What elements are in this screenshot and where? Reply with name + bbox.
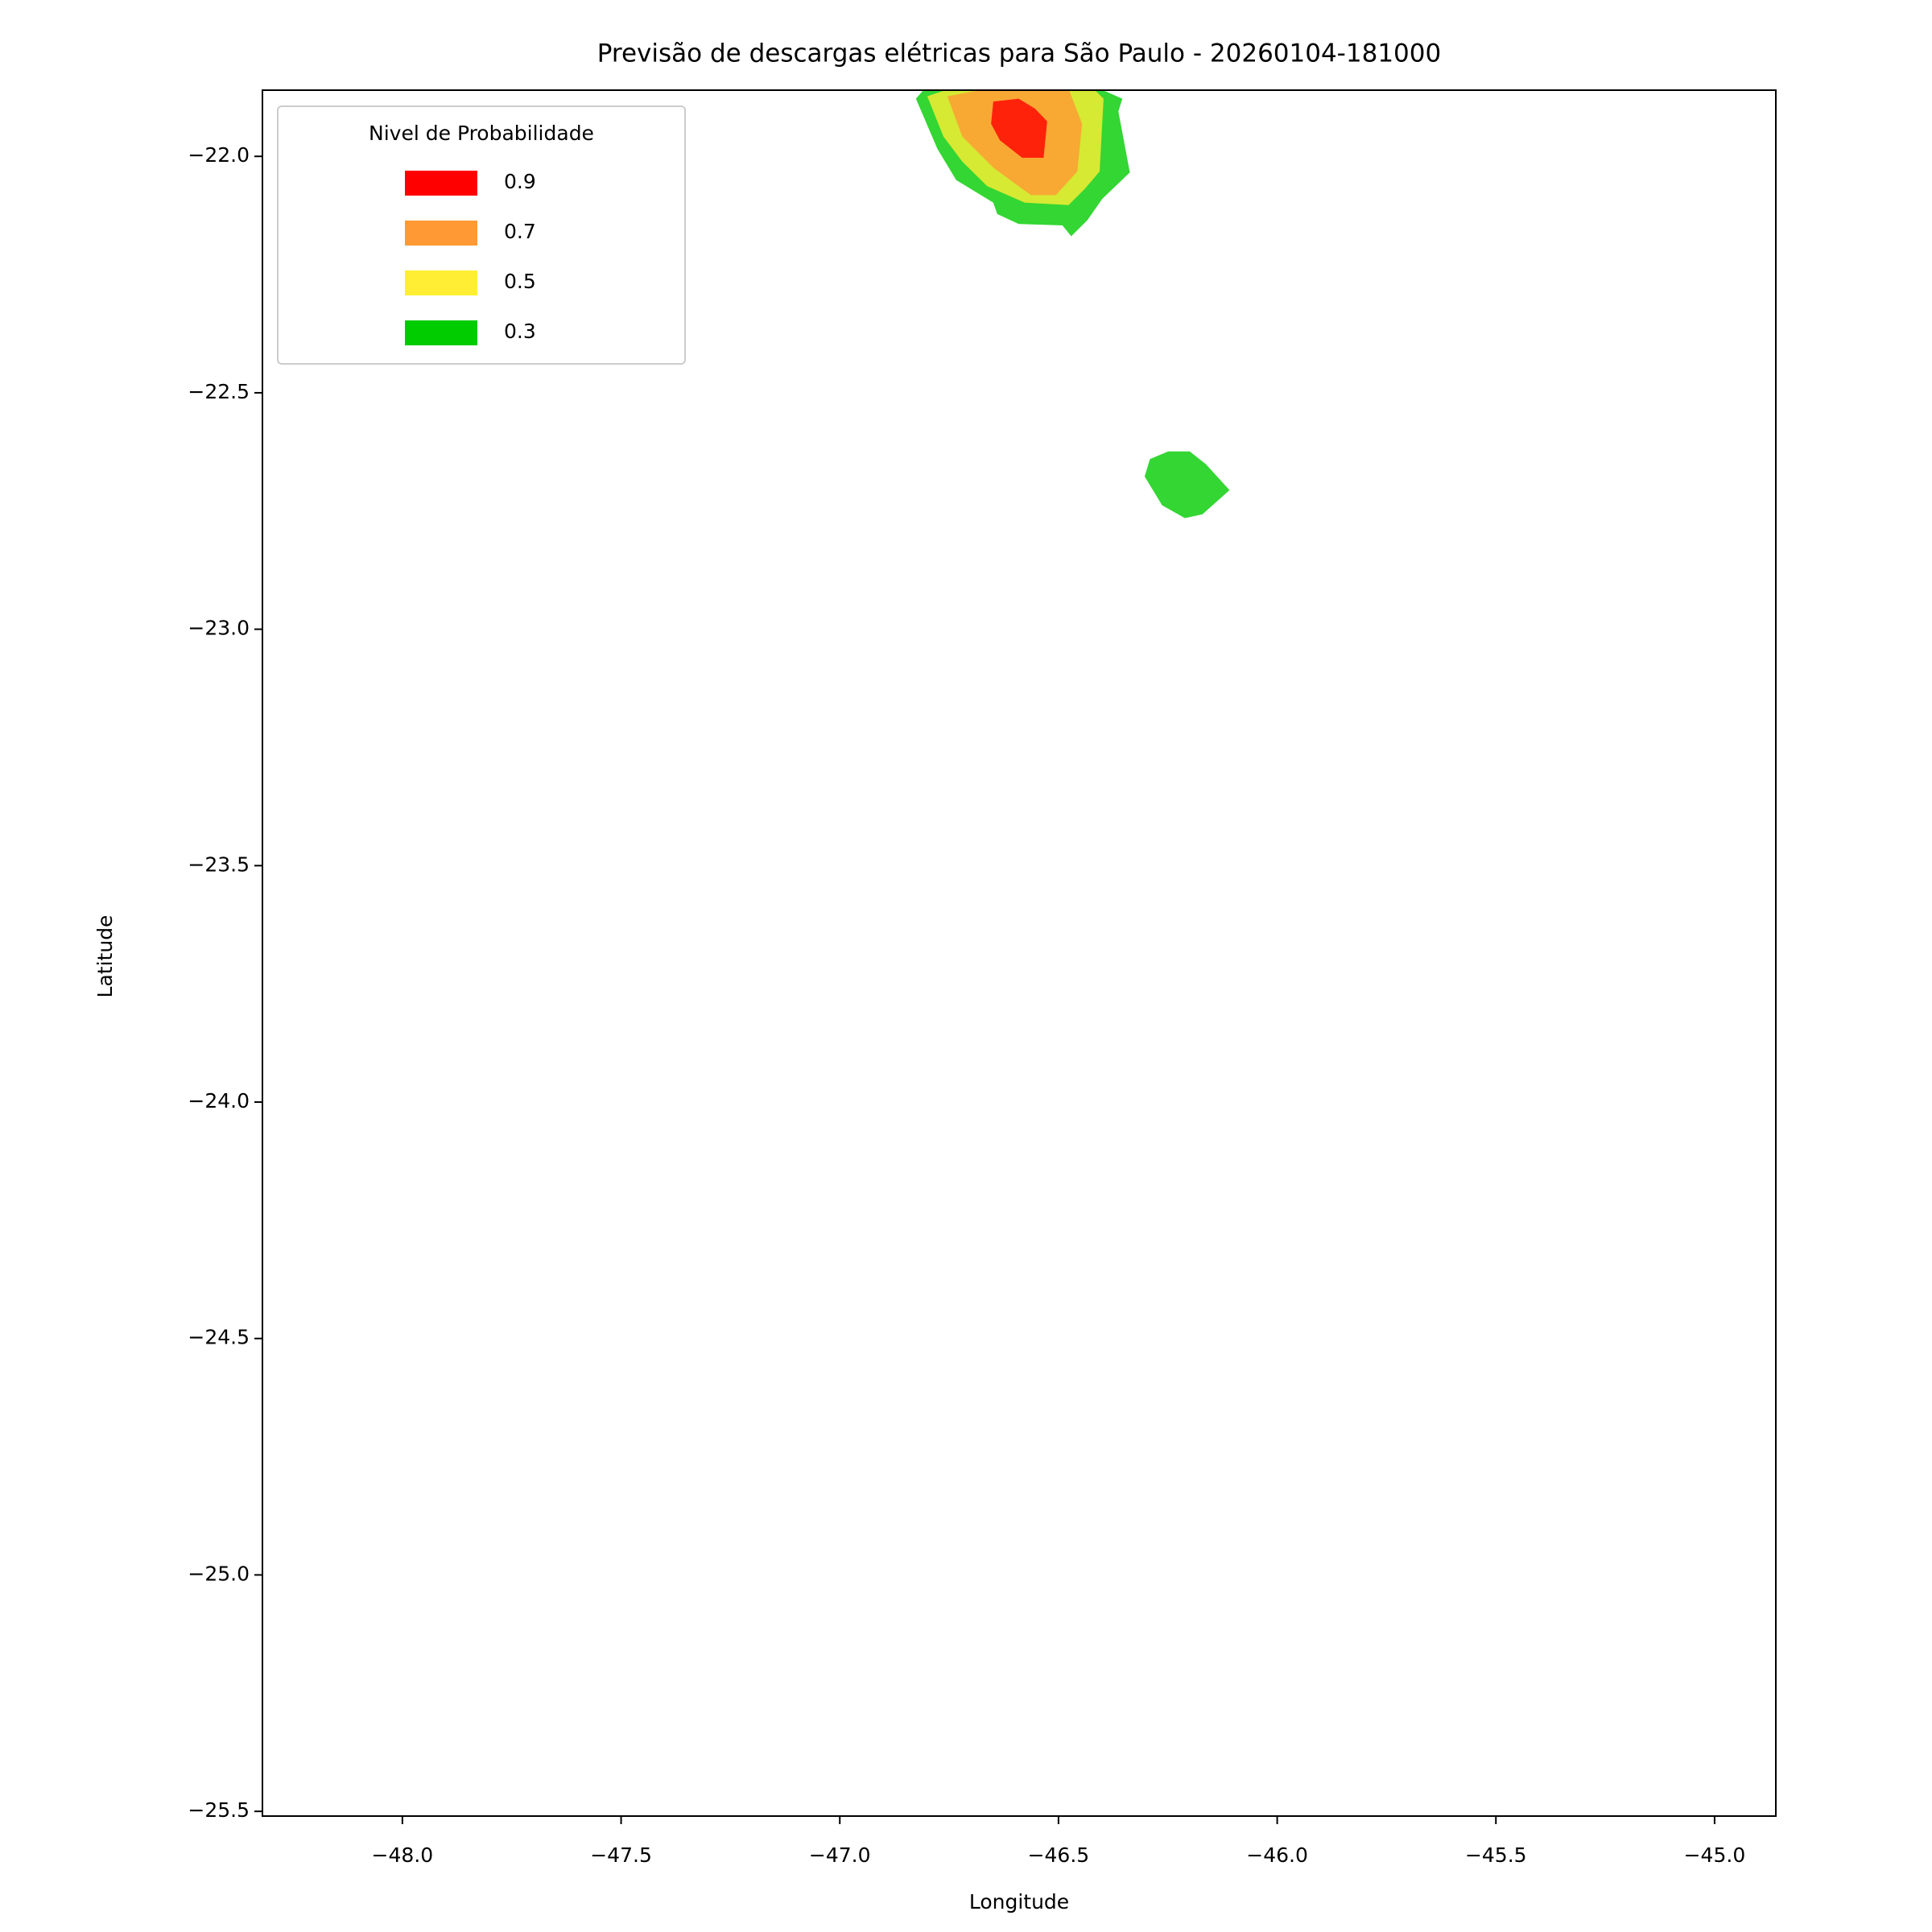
plot-area <box>915 90 1230 518</box>
legend-label: 0.7 <box>504 220 536 243</box>
x-tick-label: −46.0 <box>1246 1843 1308 1867</box>
legend-box <box>277 105 686 365</box>
legend-swatch <box>405 171 477 196</box>
y-tick-label: −24.0 <box>188 1089 250 1113</box>
x-axis-label: Longitude <box>969 1890 1069 1913</box>
x-tick-label: −47.0 <box>809 1843 871 1867</box>
chart-title: Previsão de descargas elétricas para São… <box>597 39 1441 68</box>
x-tick-label: −45.0 <box>1684 1843 1746 1867</box>
y-tick-label: −22.0 <box>188 143 250 167</box>
y-tick-label: −23.0 <box>188 617 250 640</box>
y-tick-label: −23.5 <box>188 852 250 876</box>
y-tick-label: −25.0 <box>188 1562 250 1585</box>
plot-frame <box>262 89 1777 1817</box>
x-tick-label: −45.5 <box>1465 1843 1527 1867</box>
contour-region <box>1144 451 1230 518</box>
x-tick-label: −47.5 <box>590 1843 652 1867</box>
contour-region <box>991 98 1047 158</box>
y-axis-label: Latitude <box>93 915 117 998</box>
x-tick-label: −46.5 <box>1028 1843 1090 1867</box>
legend-swatch <box>405 320 477 345</box>
legend-swatch <box>405 270 477 295</box>
legend-swatch <box>405 221 477 246</box>
y-tick-label: −22.5 <box>188 380 250 403</box>
legend-label: 0.9 <box>504 170 536 193</box>
legend-label: 0.3 <box>504 320 536 343</box>
y-tick-label: −25.5 <box>188 1798 250 1822</box>
legend-title: Nivel de Probabilidade <box>369 122 594 145</box>
legend-label: 0.5 <box>504 270 536 293</box>
x-tick-label: −48.0 <box>372 1843 434 1867</box>
y-tick-label: −24.5 <box>188 1326 250 1349</box>
